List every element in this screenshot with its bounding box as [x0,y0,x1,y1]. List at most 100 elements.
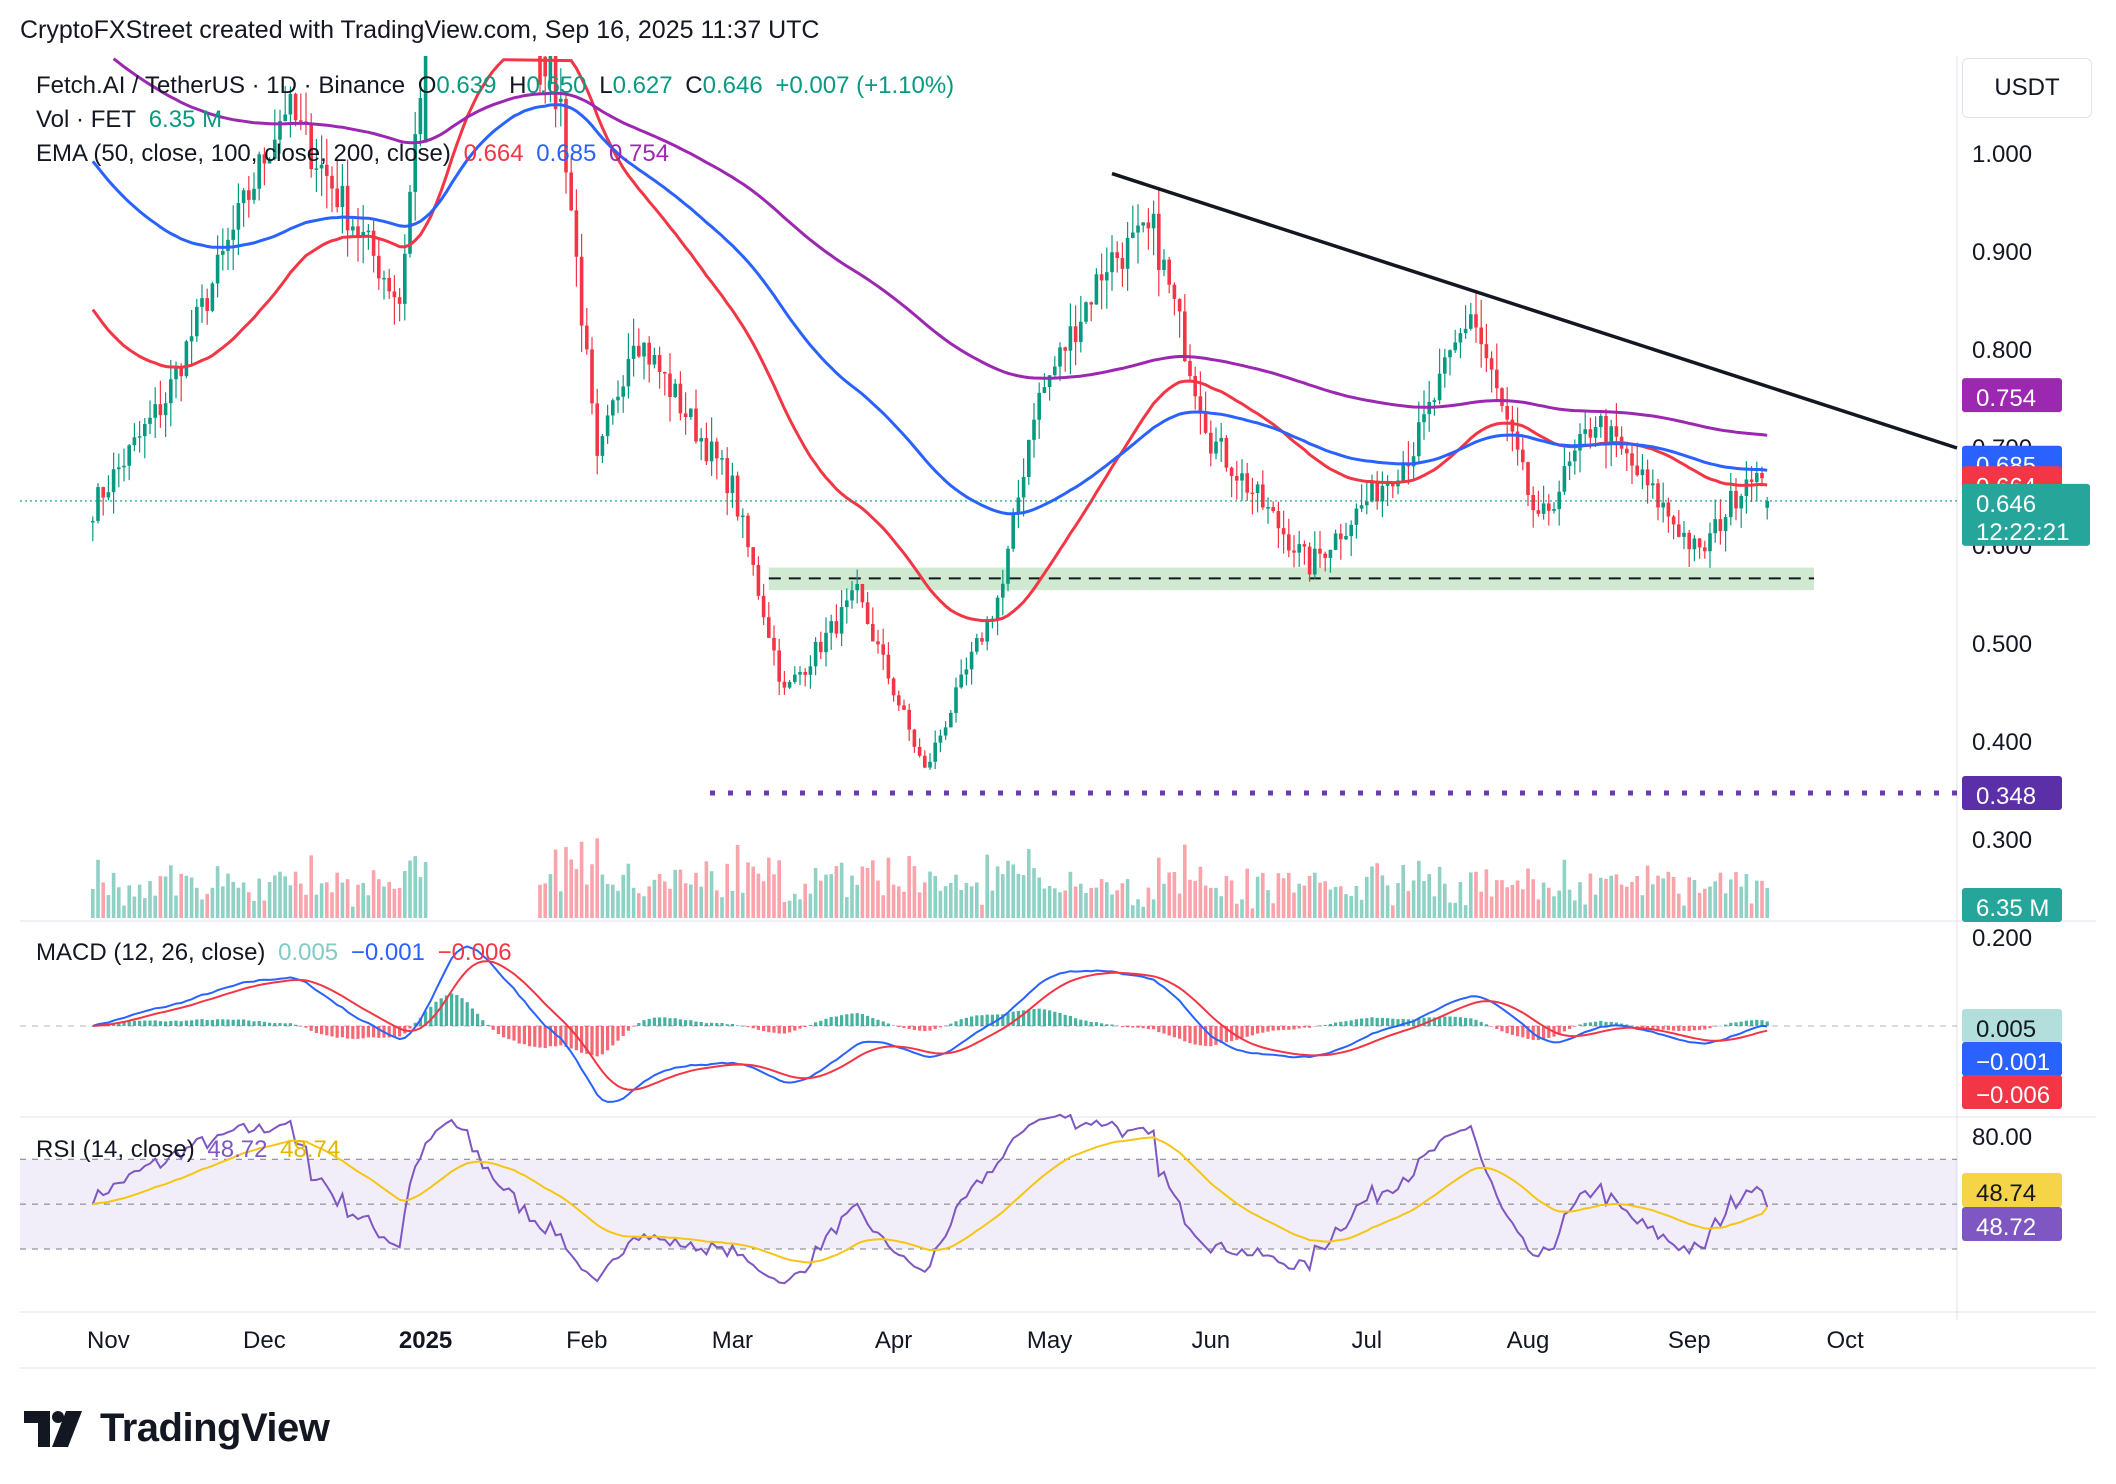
candle-body [808,666,813,675]
candle-body [595,403,599,456]
macd-histogram-bar [377,1026,381,1038]
annotations [20,171,1958,796]
volume-bar [1006,860,1010,918]
volume-bar [1157,857,1161,918]
volume-bar [917,892,922,918]
candle-body [938,735,943,743]
candle-body [1068,326,1073,351]
candle-body [221,250,225,255]
candle-body [543,56,547,77]
volume-bar [106,895,111,918]
candle-body [980,638,984,642]
candle-body [845,600,849,608]
candle-body [299,120,303,122]
macd-histogram-bar [881,1021,885,1026]
volume-bar [777,860,781,918]
macd-histogram-bar [1084,1020,1088,1026]
volume-bar [1500,880,1504,918]
candle-body [247,190,251,200]
legend-c-label: C [685,72,703,99]
candle-body [1578,433,1582,451]
volume-bar [1094,887,1099,918]
legend-symbol[interactable]: Fetch.AI / TetherUS · 1D · Binance [36,72,406,99]
macd-histogram-bar [1635,1026,1639,1027]
candle-body [891,678,896,696]
volume-bar [1188,879,1192,918]
legend-vol-label[interactable]: Vol · FET [36,106,137,133]
legend-rsi-label[interactable]: RSI (14, close) [36,1136,195,1163]
volume-bar [111,872,116,918]
macd-histogram-bar [1360,1018,1364,1026]
macd-histogram-bar [127,1021,131,1026]
macd-signal-badge-bg [1962,1075,2062,1109]
candle-body [257,154,261,189]
volume-bar [621,874,625,918]
candle-body [1656,483,1660,508]
volume-bar [793,893,797,918]
candle-body [574,210,579,257]
volume-bar [600,874,605,918]
macd-histogram-bar [1094,1022,1098,1026]
volume-bar [1245,868,1249,918]
macd-histogram-bar [1271,1026,1275,1031]
volume-bar [1292,892,1296,918]
volume-bar [1484,869,1489,918]
candle-body [1344,536,1348,540]
macd-histogram-bar [1386,1018,1390,1026]
candle-body [1302,544,1307,547]
volume-bar [616,890,620,918]
volume-bar [1354,885,1359,918]
tradingview-logo[interactable]: TradingView [24,1406,330,1451]
volume-bar [91,889,95,918]
macd-histogram-bar [944,1025,948,1027]
legend-macd-label[interactable]: MACD (12, 26, close) [36,939,266,966]
legend-ema-label[interactable]: EMA (50, close, 100, close, 200, close) [36,140,451,167]
volume-bar [1266,890,1270,918]
volume-bar [1240,899,1244,918]
macd-histogram-bar [1001,1014,1005,1026]
candle-body [262,154,267,164]
volume-bar [876,880,880,918]
candle-body [309,123,313,170]
macd-histogram-bar [91,1026,95,1027]
candle-body [1313,548,1317,575]
volume-bar [174,895,178,918]
candle-body [1573,450,1577,462]
macd-histogram-bar [1261,1026,1265,1033]
candle-body [413,134,417,192]
macd-histogram-bar [710,1022,714,1026]
macd-histogram-bar [1708,1026,1712,1029]
macd-histogram-bar [772,1026,776,1033]
macd-histogram-bar [1599,1020,1603,1026]
volume-bar [1281,878,1286,918]
macd-hist-badge-bg [1962,1009,2062,1043]
volume-bar [1016,873,1021,918]
candle-body [720,458,724,460]
volume-bar [959,889,963,918]
candle-body [1266,507,1270,509]
volume-bar [267,882,272,918]
candle-body [1250,492,1255,495]
macd-panel [20,945,1957,1103]
volume-bar [1120,883,1125,918]
volume-bar [1599,877,1603,918]
macd-histogram-bar [1724,1024,1728,1026]
macd-histogram-bar [585,1026,589,1054]
candle-body [1021,476,1026,498]
macd-histogram-bar [564,1026,568,1047]
macd-histogram-bar [460,998,464,1026]
candle-body [1359,505,1364,509]
macd-histogram-bar [387,1026,391,1038]
candle-body [195,306,199,337]
volume-bar [907,856,911,918]
macd-histogram-bar [1474,1019,1478,1026]
candle-body [907,709,911,730]
candle-body [824,632,828,653]
candle-body [1453,342,1457,351]
volume-bar [345,879,350,918]
currency-button[interactable]: USDT [1962,58,2092,118]
volume-bar [964,882,969,918]
candle-body [1640,469,1645,476]
volume-bar [1307,875,1312,918]
